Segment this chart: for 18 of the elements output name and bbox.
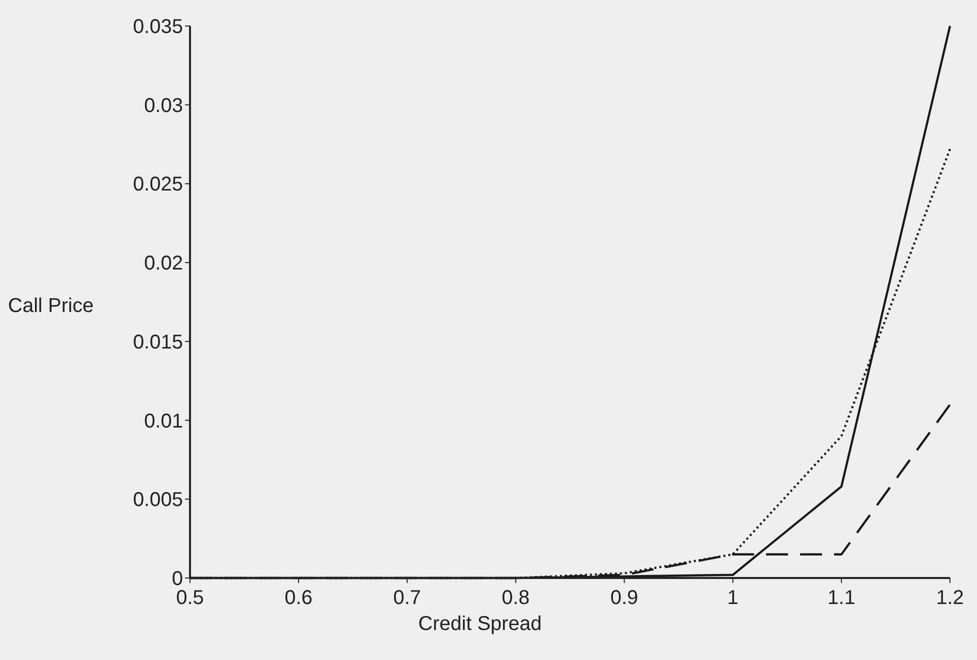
y-tick-label: 0.01 [144, 410, 183, 432]
y-axis-title: Call Price [8, 295, 94, 317]
x-tick-label: 1.1 [828, 587, 856, 609]
y-tick-label: 0.02 [144, 252, 183, 275]
y-tick-label: 0.035 [132, 16, 183, 38]
x-tick-label: 0.6 [284, 587, 312, 609]
x-tick-label: 1 [727, 587, 738, 609]
y-tick-label: 0.025 [132, 174, 183, 196]
y-tick-label: 0.015 [132, 331, 183, 354]
y-tick-label: 0.03 [144, 94, 183, 117]
x-tick-label: 0.5 [176, 587, 204, 609]
y-tick-label: 0 [172, 568, 183, 590]
x-axis-title: Credit Spread [418, 613, 542, 635]
x-tick-label: 0.8 [502, 587, 530, 609]
x-tick-label: 0.9 [610, 587, 638, 609]
x-tick-label: 1.2 [936, 587, 964, 609]
x-tick-label: 0.7 [393, 587, 422, 609]
y-tick-label: 0.005 [132, 489, 183, 512]
